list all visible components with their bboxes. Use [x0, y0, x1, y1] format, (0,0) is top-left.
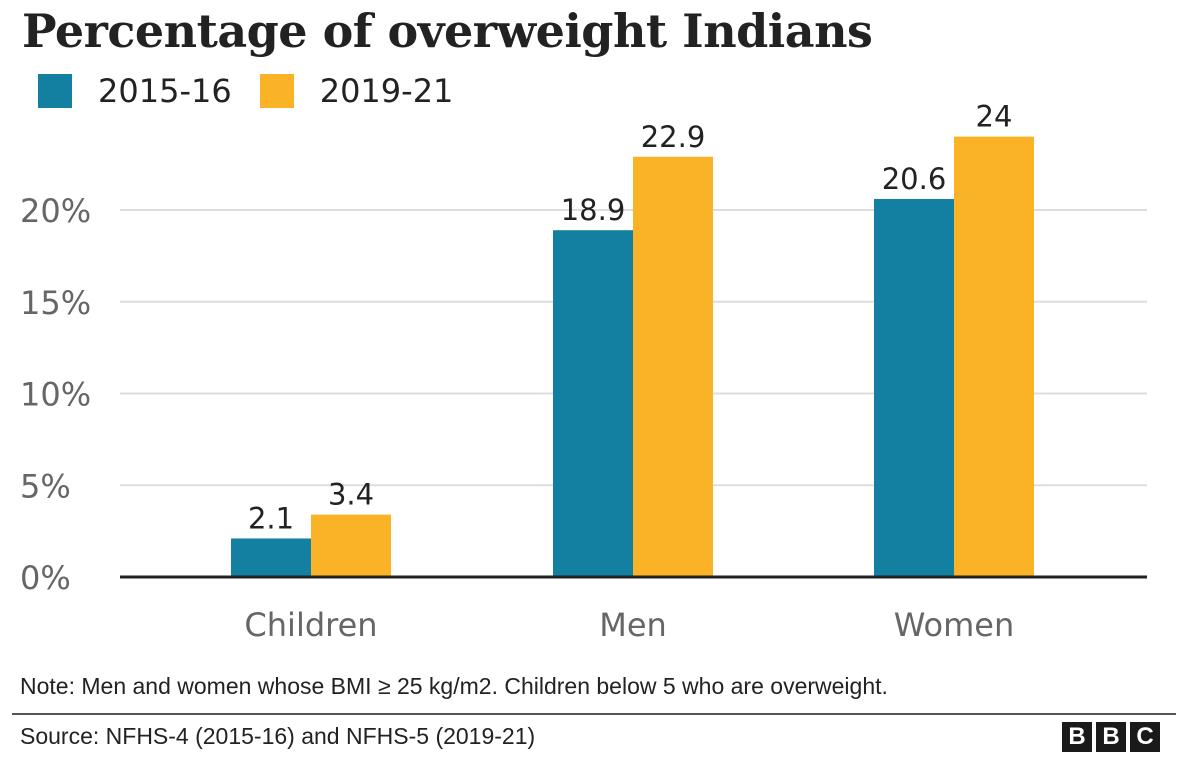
x-tick-label: Children	[244, 606, 377, 644]
y-tick-label: 20%	[20, 192, 91, 230]
legend-label-2019-21: 2019-21	[319, 72, 454, 110]
legend-item-2019-21: 2019-21	[259, 72, 454, 110]
data-label: 22.9	[641, 120, 706, 154]
bar-chart: 0% 5% 10% 15% 20% 2.1 3.4 Children 18.9 22.9 Men 20…	[20, 100, 1147, 644]
bar	[954, 136, 1034, 577]
data-label: 2.1	[248, 501, 294, 535]
legend-label-2015-16: 2015-16	[98, 72, 232, 110]
data-label: 20.6	[882, 162, 947, 196]
bar	[874, 198, 954, 578]
chart-title: Percentage of overweight Indians	[22, 4, 873, 58]
footer-divider	[12, 713, 1176, 715]
bbc-logo-letter: C	[1130, 722, 1160, 752]
x-tick-label: Men	[599, 606, 667, 644]
legend: 2015-16 2019-21	[38, 72, 481, 110]
bar	[633, 156, 713, 577]
bbc-logo-letter: B	[1062, 722, 1092, 752]
bbc-logo-letter: B	[1096, 722, 1126, 752]
legend-item-2015-16: 2015-16	[38, 72, 232, 110]
data-label: 3.4	[328, 478, 374, 512]
y-tick-label: 10%	[20, 376, 91, 414]
bbc-logo: B B C	[1058, 722, 1160, 752]
x-tick-label: Women	[894, 606, 1014, 644]
data-label: 18.9	[561, 193, 626, 227]
bar	[553, 230, 633, 577]
legend-swatch-2019-21	[259, 74, 294, 108]
chart-note: Note: Men and women whose BMI ≥ 25 kg/m2…	[20, 673, 888, 699]
y-tick-label: 5%	[20, 467, 71, 505]
data-label: 24	[976, 100, 1013, 134]
y-tick-label: 15%	[20, 284, 91, 322]
bar	[231, 538, 311, 577]
y-tick-label: 0%	[20, 559, 71, 597]
chart-source: Source: NFHS-4 (2015-16) and NFHS-5 (201…	[20, 723, 536, 749]
legend-swatch-2015-16	[38, 74, 72, 108]
bar	[311, 514, 391, 577]
